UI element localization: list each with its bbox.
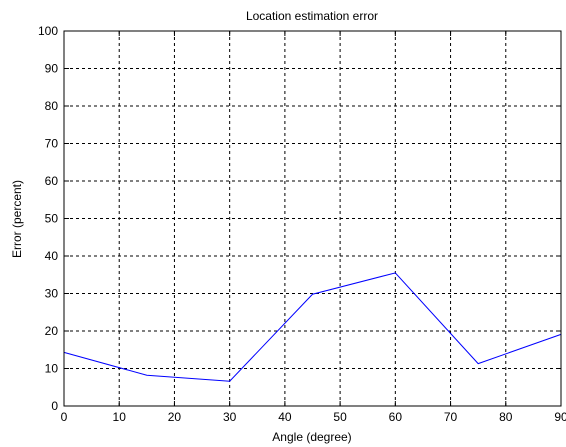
y-tick-label: 40 [45,249,59,263]
plot-frame [63,30,562,407]
y-axis-label: Error (percent) [10,180,24,258]
y-tick-label: 30 [45,287,59,301]
series-line [63,272,562,382]
y-tick-label: 70 [45,137,59,151]
series-layer [63,272,562,382]
x-tick-label: 30 [223,410,237,424]
y-tick-label: 80 [45,99,59,113]
x-tick-label: 80 [499,410,513,424]
x-tick-label: 70 [444,410,458,424]
grid-layer [64,31,561,406]
x-tick-label: 10 [113,410,127,424]
x-axis-label: Angle (degree) [272,430,351,444]
x-tick-label: 50 [333,410,347,424]
y-tick-label: 20 [45,324,59,338]
tick-layer: 0 10 20 30 40 50 60 70 80 90 0 10 20 30 40 50 60 70 80 90 10… [38,24,566,424]
y-tick-label: 10 [45,362,59,376]
chart-title: Location estimation error [246,9,378,23]
y-tick-label: 60 [45,174,59,188]
x-tick-label: 20 [168,410,182,424]
y-tick-label: 90 [45,62,59,76]
y-tick-label: 0 [51,399,58,413]
y-tick-label: 50 [45,212,59,226]
x-tick-label: 40 [278,410,292,424]
x-tick-label: 60 [389,410,403,424]
x-tick-label: 90 [554,410,566,424]
y-tick-label: 100 [38,24,58,38]
x-tick-label: 0 [61,410,68,424]
